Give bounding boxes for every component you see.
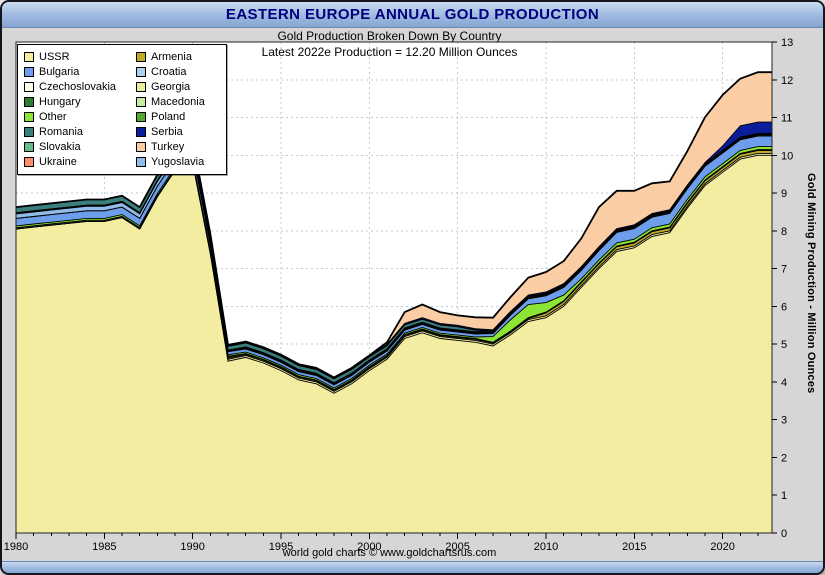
legend-item-ussr: USSR: [24, 50, 136, 64]
legend-swatch-icon: [24, 157, 34, 167]
legend-swatch-icon: [136, 52, 146, 62]
legend-label: Serbia: [151, 126, 183, 138]
area-band-ussr: [16, 155, 772, 534]
svg-text:2010: 2010: [534, 541, 558, 553]
legend-item-serbia: Serbia: [136, 125, 220, 139]
legend-swatch-icon: [136, 112, 146, 122]
legend-swatch-icon: [136, 67, 146, 77]
legend-label: Turkey: [151, 141, 185, 153]
copyright-credit: world gold charts © www.goldchartsrus.co…: [282, 547, 497, 559]
legend-item-czechoslovakia: Czechoslovakia: [24, 80, 136, 94]
legend-item-hungary: Hungary: [24, 95, 136, 109]
legend-item-yugoslavia: Yugoslavia: [136, 155, 220, 169]
page-title: EASTERN EUROPE ANNUAL GOLD PRODUCTION: [225, 6, 600, 23]
svg-text:13: 13: [781, 37, 793, 49]
svg-text:7: 7: [781, 264, 787, 276]
svg-text:0: 0: [781, 528, 787, 540]
legend-swatch-icon: [24, 97, 34, 107]
legend-swatch-icon: [24, 142, 34, 152]
legend-label: Romania: [39, 126, 84, 138]
svg-text:6: 6: [781, 301, 787, 313]
legend-swatch-icon: [24, 82, 34, 92]
svg-text:12: 12: [781, 75, 793, 87]
svg-text:1980: 1980: [4, 541, 28, 553]
legend-item-slovakia: Slovakia: [24, 140, 136, 154]
area-band-turkey: [16, 72, 772, 378]
svg-text:3: 3: [781, 415, 787, 427]
svg-text:9: 9: [781, 188, 787, 200]
svg-text:2015: 2015: [622, 541, 646, 553]
legend-label: USSR: [39, 51, 70, 63]
legend-item-croatia: Croatia: [136, 65, 220, 79]
legend-item-armenia: Armenia: [136, 50, 220, 64]
legend-label: Georgia: [151, 81, 191, 93]
legend-swatch-icon: [136, 97, 146, 107]
svg-text:1990: 1990: [180, 541, 204, 553]
legend: USSR Armenia Bulgaria Croatia Czechoslovakia…: [17, 44, 227, 175]
titlebar: EASTERN EUROPE ANNUAL GOLD PRODUCTION: [2, 2, 823, 28]
legend-label: Croatia: [151, 66, 187, 78]
svg-text:2000: 2000: [357, 541, 381, 553]
svg-text:11: 11: [781, 113, 792, 125]
legend-label: Bulgaria: [39, 66, 80, 78]
chart-subtitle: Gold Production Broken Down By Country: [277, 29, 502, 43]
legend-item-georgia: Georgia: [136, 80, 220, 94]
legend-label: Czechoslovakia: [39, 81, 117, 93]
axes: [15, 41, 777, 539]
legend-swatch-icon: [136, 157, 146, 167]
svg-text:2020: 2020: [710, 541, 734, 553]
svg-text:8: 8: [781, 226, 787, 238]
legend-label: Armenia: [151, 51, 192, 63]
legend-swatch-icon: [136, 142, 146, 152]
legend-item-ukraine: Ukraine: [24, 155, 136, 169]
legend-label: Other: [39, 111, 67, 123]
svg-text:5: 5: [781, 339, 787, 351]
legend-item-poland: Poland: [136, 110, 220, 124]
legend-swatch-icon: [136, 127, 146, 137]
stacked-areas: [15, 71, 772, 534]
legend-swatch-icon: [24, 67, 34, 77]
svg-text:1995: 1995: [269, 541, 293, 553]
legend-swatch-icon: [136, 82, 146, 92]
legend-label: Poland: [151, 111, 186, 123]
legend-label: Yugoslavia: [151, 156, 205, 168]
bottom-bar: [2, 561, 823, 573]
legend-item-bulgaria: Bulgaria: [24, 65, 136, 79]
chart-annotation: Latest 2022e Production = 12.20 Million …: [261, 45, 518, 59]
svg-text:10: 10: [781, 150, 793, 162]
legend-item-macedonia: Macedonia: [136, 95, 220, 109]
legend-item-turkey: Turkey: [136, 140, 220, 154]
chart-canvas: 1980 1985 1990 1995 2000 2005 2010 2015 20200123…: [4, 37, 793, 553]
legend-swatch-icon: [24, 112, 34, 122]
chart-region: 1980 1985 1990 1995 2000 2005 2010 2015 2020 0 1 2 3…: [2, 28, 823, 561]
legend-swatch-icon: [24, 52, 34, 62]
legend-label: Macedonia: [151, 96, 205, 108]
svg-text:2: 2: [781, 452, 787, 464]
y-axis-title: Gold Mining Production - Million Ounces: [805, 173, 817, 394]
legend-label: Ukraine: [39, 156, 77, 168]
svg-text:1: 1: [781, 490, 787, 502]
legend-label: Slovakia: [39, 141, 81, 153]
legend-item-romania: Romania: [24, 125, 136, 139]
legend-label: Hungary: [39, 96, 81, 108]
svg-text:2005: 2005: [445, 541, 469, 553]
axis-labels: 1980 1985 1990 1995 2000 2005 2010 2015 20200123…: [4, 37, 793, 553]
svg-text:1985: 1985: [92, 541, 116, 553]
legend-item-other: Other: [24, 110, 136, 124]
legend-swatch-icon: [24, 127, 34, 137]
svg-text:4: 4: [781, 377, 787, 389]
